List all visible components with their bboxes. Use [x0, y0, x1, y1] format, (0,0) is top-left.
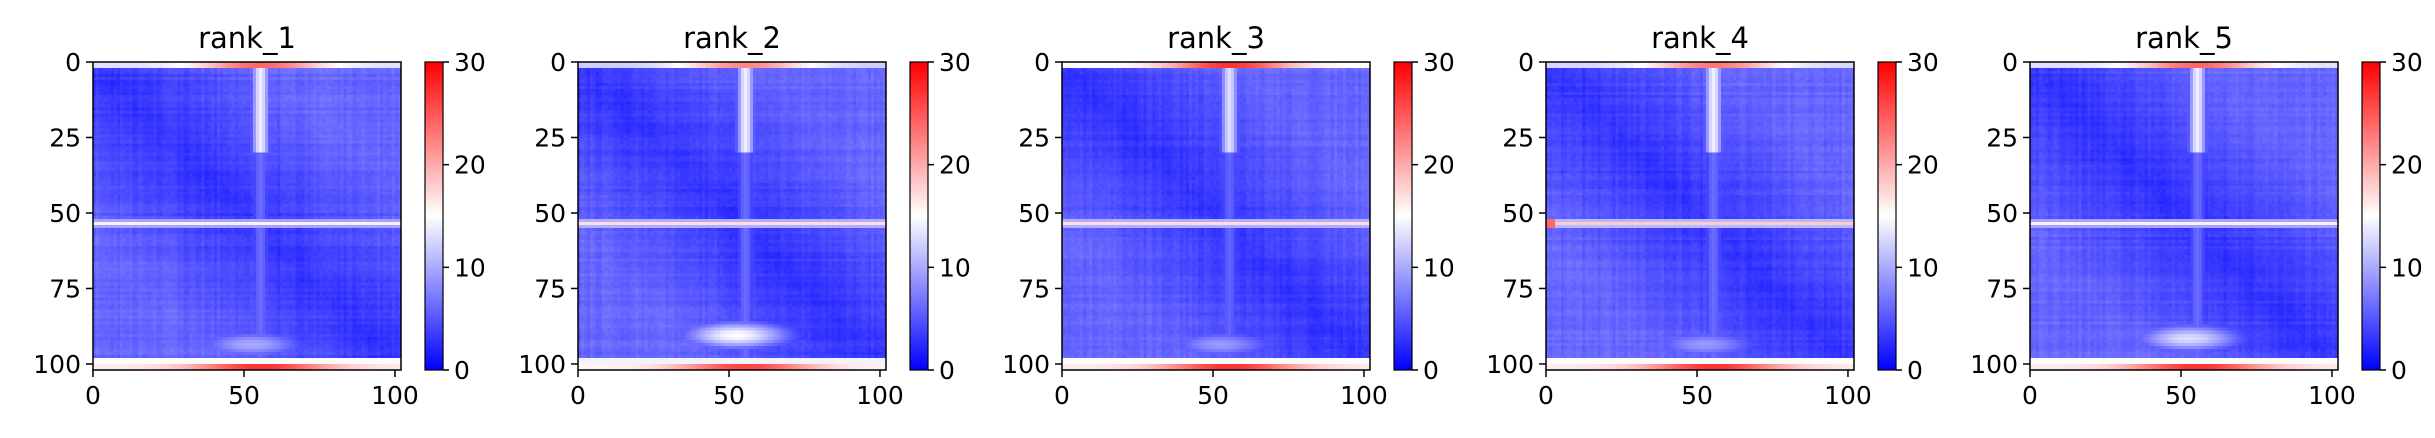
colorbar-tick-label: 0 — [1423, 356, 1439, 385]
chart-title: rank_5 — [2135, 21, 2233, 55]
x-tick-label: 0 — [1054, 381, 1070, 410]
colorbar — [1393, 61, 1413, 371]
heatmap-image — [93, 62, 401, 370]
colorbar — [424, 61, 444, 371]
y-tick-label: 75 — [1018, 274, 1050, 303]
colorbar — [2361, 61, 2381, 371]
colorbar-tick-label: 10 — [939, 253, 971, 282]
colorbar-tick-label: 10 — [2391, 253, 2423, 282]
chart-title: rank_1 — [198, 21, 296, 55]
colorbar-tick-label: 20 — [1423, 151, 1455, 180]
heatmap-image — [2030, 62, 2338, 370]
colorbar-tick-label: 10 — [1423, 253, 1455, 282]
y-tick-label: 50 — [49, 199, 81, 228]
x-tick-label: 100 — [1340, 381, 1388, 410]
x-tick-label: 100 — [371, 381, 419, 410]
y-tick-label: 75 — [49, 274, 81, 303]
colorbar-tick-label: 0 — [1907, 356, 1923, 385]
y-tick-label: 25 — [1018, 123, 1050, 152]
x-tick-label: 100 — [1824, 381, 1872, 410]
x-tick-label: 0 — [2022, 381, 2038, 410]
colorbar-tick-label: 30 — [2391, 48, 2423, 77]
plot-frame — [1545, 61, 1855, 371]
y-tick-label: 25 — [534, 123, 566, 152]
x-tick-label: 50 — [713, 381, 745, 410]
heatmap-image — [1062, 62, 1370, 370]
colorbar-tick-label: 20 — [939, 151, 971, 180]
x-tick-label: 50 — [1197, 381, 1229, 410]
colorbar-tick-label: 30 — [454, 48, 486, 77]
colorbar-tick-label: 10 — [1907, 253, 1939, 282]
y-tick-label: 75 — [1986, 274, 2018, 303]
x-tick-label: 50 — [2165, 381, 2197, 410]
chart-title: rank_4 — [1651, 21, 1749, 55]
y-tick-label: 100 — [1002, 350, 1050, 379]
colorbar-tick-label: 30 — [1423, 48, 1455, 77]
y-tick-label: 75 — [1502, 274, 1534, 303]
y-tick-label: 50 — [534, 199, 566, 228]
y-tick-label: 75 — [534, 274, 566, 303]
y-tick-label: 100 — [1486, 350, 1534, 379]
colorbar-tick-label: 0 — [2391, 356, 2407, 385]
x-tick-label: 50 — [228, 381, 260, 410]
y-tick-label: 25 — [1502, 123, 1534, 152]
x-tick-label: 0 — [570, 381, 586, 410]
colorbar-tick-label: 20 — [2391, 151, 2423, 180]
plot-frame — [2029, 61, 2339, 371]
y-tick-label: 0 — [2002, 48, 2018, 77]
colorbar-tick-label: 0 — [939, 356, 955, 385]
heatmap-image — [1546, 62, 1854, 370]
colorbar-tick-label: 20 — [1907, 151, 1939, 180]
x-tick-label: 100 — [856, 381, 904, 410]
y-tick-label: 0 — [65, 48, 81, 77]
x-tick-label: 0 — [85, 381, 101, 410]
x-tick-label: 50 — [1681, 381, 1713, 410]
colorbar-tick-label: 30 — [939, 48, 971, 77]
chart-title: rank_3 — [1167, 21, 1265, 55]
y-tick-label: 25 — [1986, 123, 2018, 152]
x-tick-label: 0 — [1538, 381, 1554, 410]
colorbar-tick-label: 20 — [454, 151, 486, 180]
plot-frame — [92, 61, 402, 371]
chart-title: rank_2 — [683, 21, 781, 55]
y-tick-label: 50 — [1986, 199, 2018, 228]
colorbar-tick-label: 0 — [454, 356, 470, 385]
colorbar — [1877, 61, 1897, 371]
y-tick-label: 50 — [1018, 199, 1050, 228]
y-tick-label: 100 — [33, 350, 81, 379]
y-tick-label: 0 — [1034, 48, 1050, 77]
plot-frame — [577, 61, 887, 371]
y-tick-label: 100 — [518, 350, 566, 379]
y-tick-label: 50 — [1502, 199, 1534, 228]
heatmap-image — [578, 62, 886, 370]
y-tick-label: 0 — [1518, 48, 1534, 77]
colorbar-tick-label: 30 — [1907, 48, 1939, 77]
y-tick-label: 25 — [49, 123, 81, 152]
y-tick-label: 0 — [550, 48, 566, 77]
plot-frame — [1061, 61, 1371, 371]
x-tick-label: 100 — [2308, 381, 2356, 410]
colorbar-tick-label: 10 — [454, 253, 486, 282]
y-tick-label: 100 — [1970, 350, 2018, 379]
colorbar — [909, 61, 929, 371]
